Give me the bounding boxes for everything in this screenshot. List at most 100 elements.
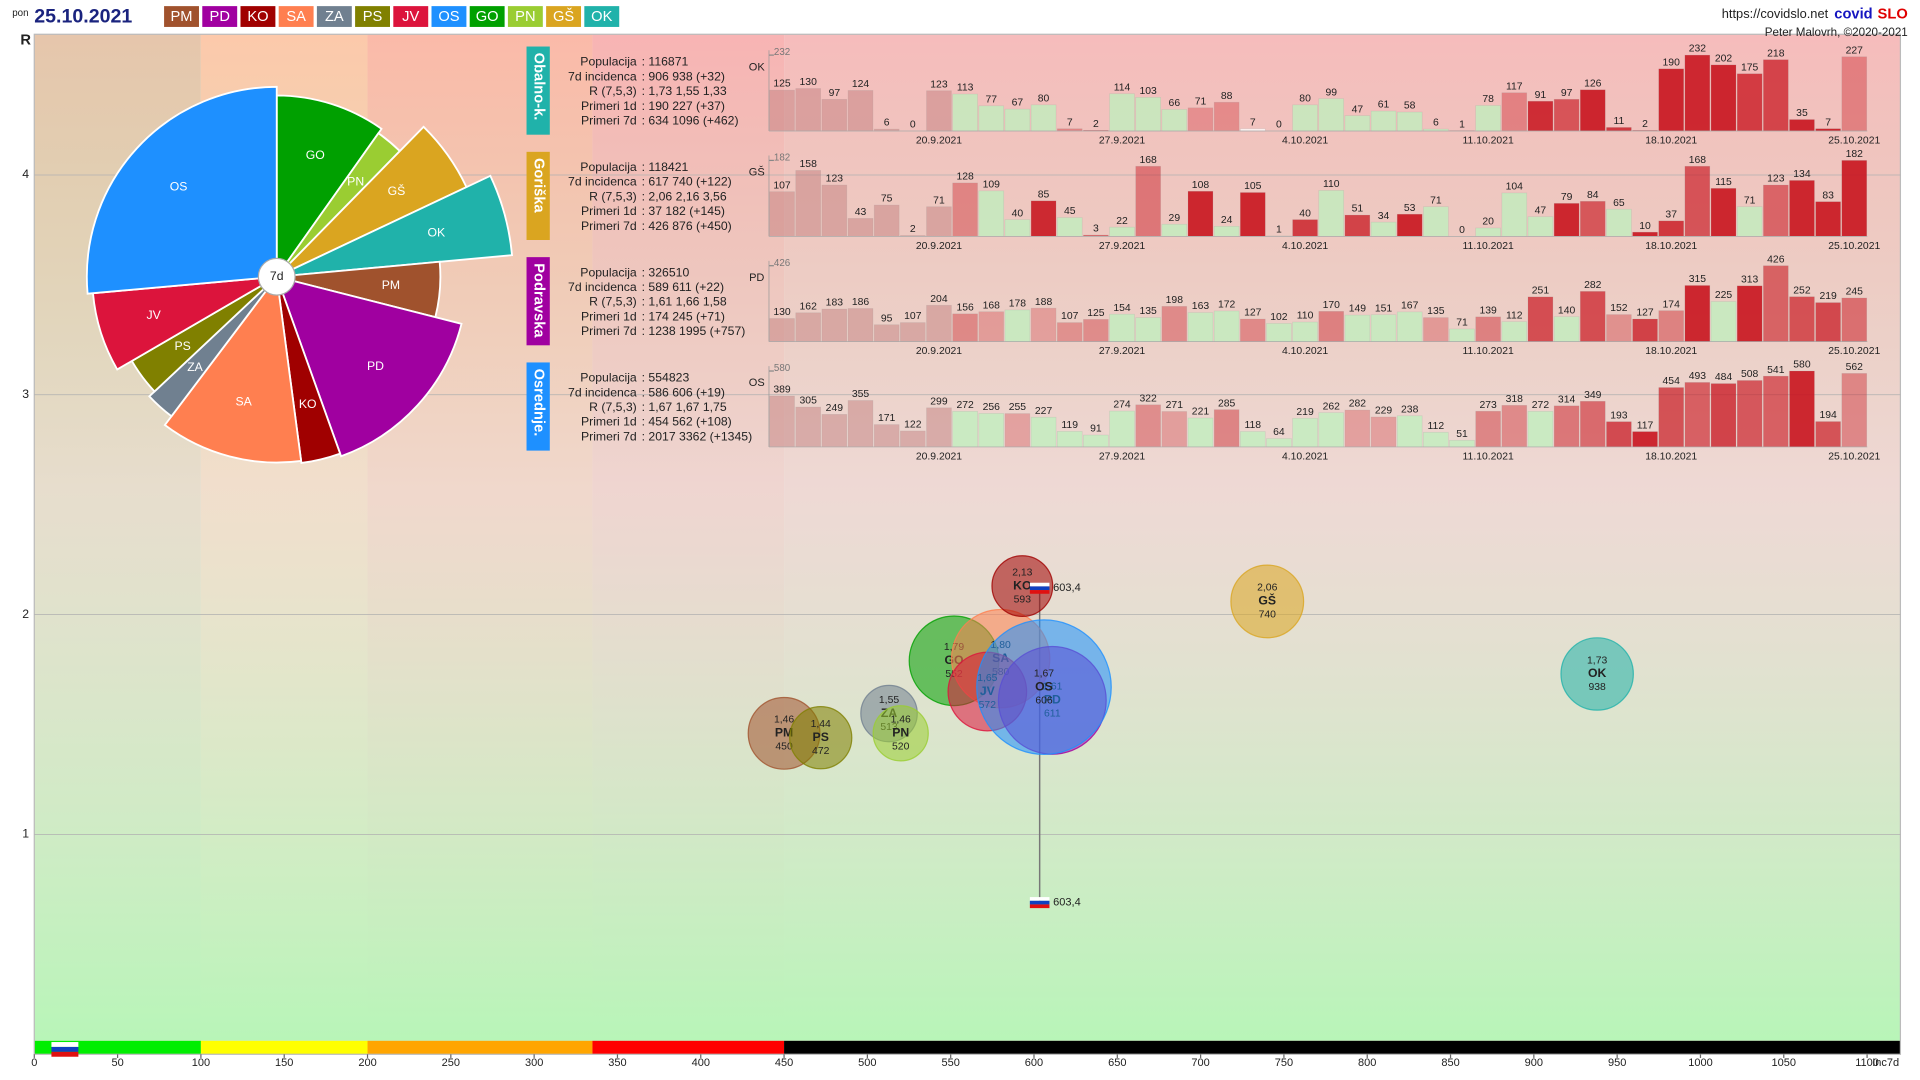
region-tag[interactable] [355,6,390,27]
url[interactable]: https://covidslo.net [1722,6,1829,21]
bar [769,89,795,132]
bar-value: 282 [1349,399,1367,410]
bar [1318,190,1345,237]
bar [1710,64,1737,132]
pie-label: PD [367,359,384,373]
bar-value: 232 [1689,44,1707,55]
bubble [976,619,1112,756]
bar-value: 80 [1299,93,1311,104]
bubble-r: 1,46 [891,715,911,726]
bar [1292,321,1318,342]
region-tag[interactable] [469,6,505,27]
region-tag[interactable] [431,6,467,27]
bar-value: 123 [930,79,948,90]
bar-value: 95 [881,313,893,324]
pie-label: GŠ [388,183,406,198]
bar [926,206,952,237]
date-label: 18.10.2021 [1645,346,1697,357]
bar [1135,404,1161,448]
bar [1030,416,1057,448]
region-tag[interactable] [546,6,582,27]
bar-value: 45 [1064,206,1076,217]
bar [1083,319,1109,342]
bar [952,93,978,132]
bar-value: 314 [1558,394,1576,405]
bubble-r: 2,13 [1012,567,1032,578]
bar-value: 107 [904,311,922,322]
info-label: Populacija [580,55,637,69]
date: 25.10.2021 [34,5,132,27]
region-tag-label[interactable]: JV [402,9,419,25]
flag-stripe [1029,590,1050,594]
bar-value: 204 [930,294,948,305]
region-tag-label[interactable]: PM [171,9,193,25]
info-value: : 1238 1995 (+757) [642,324,746,338]
bar-value: 58 [1404,101,1416,112]
bar [1266,438,1292,448]
region-tag[interactable] [584,6,620,27]
bar-value: 43 [855,207,867,218]
plot-frame [33,33,1902,1055]
bar [1815,421,1841,448]
region-tag[interactable] [164,6,199,27]
region-tag-label[interactable]: OK [591,9,612,25]
region-tag-label[interactable]: PS [363,9,383,25]
info-value: : 586 606 (+19) [642,385,725,399]
bar [1109,93,1135,132]
bar-value: 71 [1195,96,1207,107]
bar-value: 255 [1009,402,1027,413]
info-value: : 37 182 (+145) [642,204,725,218]
region-tag-label[interactable]: KO [247,9,268,25]
region-tag-label[interactable]: OS [438,9,459,25]
region-tag[interactable] [240,6,276,27]
bar [1449,328,1475,342]
date-label: 4.10.2021 [1282,451,1328,462]
y-tick-label: 2 [22,607,29,621]
bar-value: 67 [1012,98,1024,109]
bar [926,90,952,132]
x-tick-label: 750 [1275,1057,1293,1069]
bar [1684,54,1711,132]
info-value: : 116871 [642,55,689,69]
bar-value: 103 [1140,86,1158,97]
bar-value: 109 [983,179,1001,190]
info-label: R (7,5,3) [589,400,637,414]
bar [1318,311,1345,342]
region-tag-label[interactable]: GŠ [553,8,574,25]
bubble-inc: 740 [1259,610,1277,621]
bar-value: 229 [1375,406,1393,417]
region-tag[interactable] [507,6,543,27]
date-label: 27.9.2021 [1099,346,1145,357]
date-label: 11.10.2021 [1463,451,1514,462]
region-tag[interactable] [316,6,352,27]
region-tag-label[interactable]: GO [476,9,499,25]
region-tag[interactable] [393,6,429,27]
region-tab-label: Goriška [530,158,546,214]
info-value: : 174 245 (+71) [642,309,725,323]
bar [1370,314,1397,342]
bar [1292,417,1318,448]
region-tag[interactable] [278,6,314,27]
x-tick-label: 100 [192,1057,210,1069]
bubble-name: OS [1035,679,1053,693]
bar-value: 1 [1276,225,1282,236]
region-tag-label[interactable]: PD [210,9,230,25]
bar [1789,370,1815,448]
bar [952,182,978,237]
bubble-name: OK [1588,666,1607,680]
region-tag[interactable] [202,6,238,27]
region-tag-label[interactable]: ZA [325,9,344,25]
bar [1841,56,1868,132]
info-value: : 617 740 (+122) [642,175,732,189]
bar-value: 249 [826,403,844,414]
bar-value: 123 [1767,174,1785,185]
bar [1396,415,1423,448]
bar [1736,380,1763,448]
region-tag-label[interactable]: SA [286,9,306,25]
bar [1553,405,1580,448]
bar-value: 193 [1610,410,1628,421]
info-value: : 1,67 1,67 1,75 [642,400,727,414]
bar-value: 34 [1378,211,1390,222]
date-label: 18.10.2021 [1645,136,1697,147]
region-tag-label[interactable]: PN [515,9,535,25]
